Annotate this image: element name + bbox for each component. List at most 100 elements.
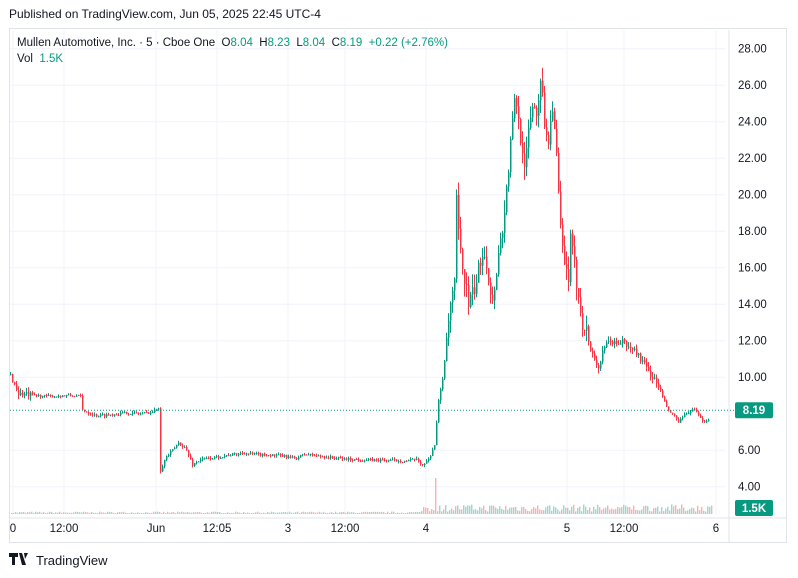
volume-bar bbox=[85, 512, 87, 514]
candle-body bbox=[430, 455, 432, 459]
candle-body bbox=[264, 453, 266, 456]
volume-bar bbox=[341, 511, 343, 514]
volume-bar bbox=[179, 512, 181, 514]
volume-bar bbox=[629, 507, 631, 514]
volume-bar bbox=[193, 512, 195, 514]
candle-body bbox=[140, 413, 142, 415]
volume-bar bbox=[463, 505, 465, 514]
volume-bar bbox=[367, 512, 369, 514]
candle-body bbox=[48, 395, 50, 397]
candle-body bbox=[58, 396, 60, 398]
volume-bar bbox=[281, 512, 283, 514]
volume-bar bbox=[345, 512, 347, 514]
volume-bar bbox=[609, 509, 611, 514]
volume-bar bbox=[479, 506, 481, 514]
volume-bar bbox=[571, 506, 573, 514]
candle-body bbox=[624, 339, 626, 342]
chart-frame[interactable] bbox=[9, 28, 787, 543]
volume-bar bbox=[483, 505, 485, 514]
volume-bar bbox=[631, 509, 633, 514]
tradingview-logo-icon bbox=[9, 552, 31, 568]
volume-bar bbox=[419, 511, 421, 514]
volume-bar bbox=[301, 511, 303, 514]
candle-body bbox=[528, 127, 530, 148]
candle-body bbox=[440, 389, 442, 400]
volume-bar bbox=[575, 511, 577, 514]
candle-body bbox=[244, 453, 246, 455]
candle-body bbox=[688, 413, 690, 415]
volume-bar bbox=[15, 512, 17, 514]
candle-body bbox=[148, 412, 150, 414]
candle-body bbox=[454, 278, 456, 291]
volume-bar bbox=[585, 506, 587, 514]
volume-bar bbox=[537, 505, 539, 514]
volume-bar bbox=[31, 511, 33, 514]
volume-bar bbox=[71, 512, 73, 514]
candle-body bbox=[328, 457, 330, 459]
volume-bar bbox=[431, 509, 433, 514]
volume-bar bbox=[579, 506, 581, 514]
candle-body bbox=[704, 420, 706, 422]
volume-bar bbox=[503, 509, 505, 514]
volume-bar bbox=[37, 512, 39, 514]
candle-body bbox=[110, 414, 112, 416]
volume-bar bbox=[285, 511, 287, 514]
volume-bar bbox=[691, 507, 693, 514]
candle-body bbox=[538, 100, 540, 117]
candle-body bbox=[548, 134, 550, 145]
candle-body bbox=[568, 268, 570, 283]
candle-body bbox=[708, 419, 710, 421]
price-tick-label: 28.00 bbox=[738, 44, 767, 56]
candle-body bbox=[222, 457, 224, 459]
candle-body bbox=[584, 329, 586, 331]
volume-bar bbox=[541, 510, 543, 514]
candle-body bbox=[552, 111, 554, 121]
candle-body bbox=[436, 422, 438, 446]
volume-bar bbox=[569, 510, 571, 514]
volume-bar bbox=[115, 513, 117, 514]
volume-bar bbox=[95, 513, 97, 514]
volume-bar bbox=[65, 512, 67, 514]
candle-body bbox=[476, 282, 478, 294]
candle-body bbox=[482, 257, 484, 266]
candle-body bbox=[352, 460, 354, 462]
candle-body bbox=[116, 414, 118, 416]
volume-bar bbox=[605, 507, 607, 514]
volume-bar bbox=[147, 512, 149, 514]
volume-bar bbox=[259, 512, 261, 514]
candle-body bbox=[560, 191, 562, 225]
volume-bar bbox=[415, 512, 417, 514]
candle-body bbox=[542, 80, 544, 93]
candle-body bbox=[378, 460, 380, 462]
tradingview-footer[interactable]: TradingView bbox=[9, 552, 108, 568]
candle-body bbox=[130, 413, 132, 415]
volume-bar bbox=[159, 512, 161, 514]
volume-bar bbox=[633, 505, 635, 514]
candle-body bbox=[28, 392, 30, 396]
volume-bar bbox=[247, 512, 249, 514]
volume-bar bbox=[51, 512, 53, 514]
candle-body bbox=[664, 396, 666, 402]
candle-body bbox=[398, 461, 400, 463]
candle-body bbox=[26, 392, 28, 394]
candle-body bbox=[160, 408, 162, 472]
volume-bar bbox=[563, 505, 565, 514]
volume-bar bbox=[487, 511, 489, 514]
candle-body bbox=[446, 337, 448, 362]
volume-bar bbox=[665, 508, 667, 514]
candle-body bbox=[608, 341, 610, 343]
volume-bar bbox=[205, 512, 207, 514]
candle-body bbox=[504, 212, 506, 234]
candle-body bbox=[208, 457, 210, 459]
candle-body bbox=[176, 445, 178, 448]
candle-body bbox=[420, 461, 422, 465]
candle-body bbox=[56, 396, 58, 398]
candle-body bbox=[338, 456, 340, 459]
volume-bar bbox=[251, 513, 253, 514]
volume-bar bbox=[221, 513, 223, 514]
volume-bar bbox=[515, 507, 517, 514]
candle-body bbox=[432, 449, 434, 456]
candle-body bbox=[388, 460, 390, 462]
candle-body bbox=[30, 392, 32, 396]
